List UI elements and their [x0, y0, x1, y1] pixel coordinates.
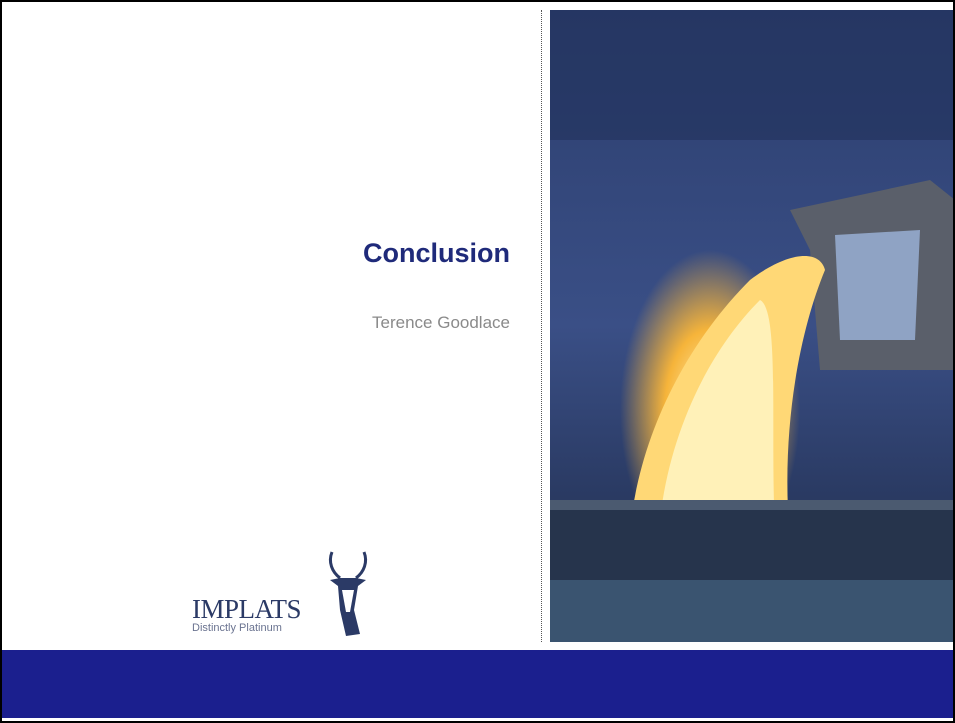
- logo-emblem: [320, 550, 376, 640]
- logo-name: IMPLATS: [192, 594, 301, 625]
- slide-title: Conclusion: [363, 238, 510, 269]
- logo-tagline: Distinctly Platinum: [192, 622, 282, 634]
- presenter-name: Terence Goodlace: [372, 313, 510, 333]
- divider: [541, 10, 542, 642]
- slide: Conclusion Terence Goodlace IMPLATS Dist…: [0, 0, 955, 723]
- footer-band: [2, 650, 953, 718]
- furnace-photo: [550, 10, 955, 642]
